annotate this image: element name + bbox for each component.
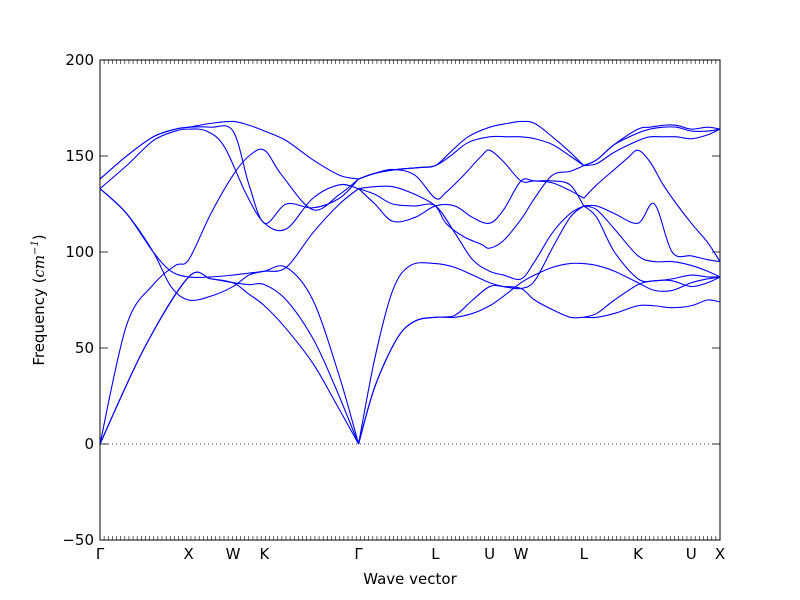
y-tick-label: 100 xyxy=(65,243,94,261)
y-tick-label: 50 xyxy=(75,339,94,357)
x-tick-label: W xyxy=(514,545,529,563)
y-axis-title: Frequency (cm−1) xyxy=(30,234,48,365)
x-tick-label: U xyxy=(686,545,697,563)
plot-area xyxy=(100,60,720,540)
x-tick-label: K xyxy=(260,545,271,563)
x-tick-label: U xyxy=(484,545,495,563)
y-tick-label: 200 xyxy=(65,51,94,69)
y-axis-title-close: ) xyxy=(30,234,48,240)
x-tick-label: K xyxy=(633,545,644,563)
y-tick-label: 0 xyxy=(84,435,94,453)
x-tick-label: L xyxy=(580,545,589,563)
x-tick-label: L xyxy=(431,545,440,563)
x-axis-title: Wave vector xyxy=(363,570,457,588)
y-axis-title-exponent: −1 xyxy=(30,240,41,255)
y-tick-labels: −50 0 50 100 150 200 xyxy=(62,51,94,549)
y-tick-label: 150 xyxy=(65,147,94,165)
y-axis-title-unit: cm xyxy=(30,255,48,278)
y-tick-label: −50 xyxy=(62,531,94,549)
x-tick-label: X xyxy=(184,545,194,563)
x-tick-label: Γ xyxy=(96,545,105,563)
y-axis-title-text: Frequency ( xyxy=(30,278,48,366)
x-tick-label: X xyxy=(715,545,725,563)
x-tick-label: W xyxy=(226,545,241,563)
x-tick-label: Γ xyxy=(354,545,363,563)
